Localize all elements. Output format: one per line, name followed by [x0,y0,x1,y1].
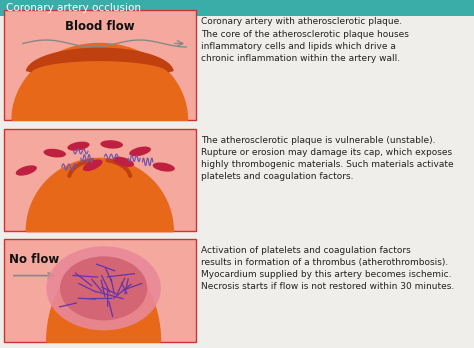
Text: Coronary artery occlusion: Coronary artery occlusion [6,3,141,13]
Ellipse shape [113,157,134,167]
Ellipse shape [100,140,123,149]
Polygon shape [47,258,161,342]
Ellipse shape [83,159,102,171]
Text: Blood flow: Blood flow [65,19,135,33]
Bar [0,0,474,16]
Text: The atherosclerotic plaque is vulnerable (unstable).
Rupture or erosion may dama: The atherosclerotic plaque is vulnerable… [201,136,454,181]
Ellipse shape [16,165,37,176]
Bar [4,129,196,231]
Ellipse shape [67,142,90,151]
Ellipse shape [153,163,175,172]
Ellipse shape [60,256,147,321]
Text: Coronary artery with atherosclerotic plaque.
The core of the atherosclerotic pla: Coronary artery with atherosclerotic pla… [201,17,410,63]
Polygon shape [27,48,173,72]
Polygon shape [12,44,188,120]
Ellipse shape [46,246,161,330]
Polygon shape [27,158,173,231]
Ellipse shape [129,147,151,156]
Text: Activation of platelets and coagulation factors
results in formation of a thromb: Activation of platelets and coagulation … [201,246,455,292]
Text: No flow: No flow [9,253,60,267]
Bar [4,10,196,120]
Ellipse shape [44,149,66,158]
Bar [4,239,196,342]
